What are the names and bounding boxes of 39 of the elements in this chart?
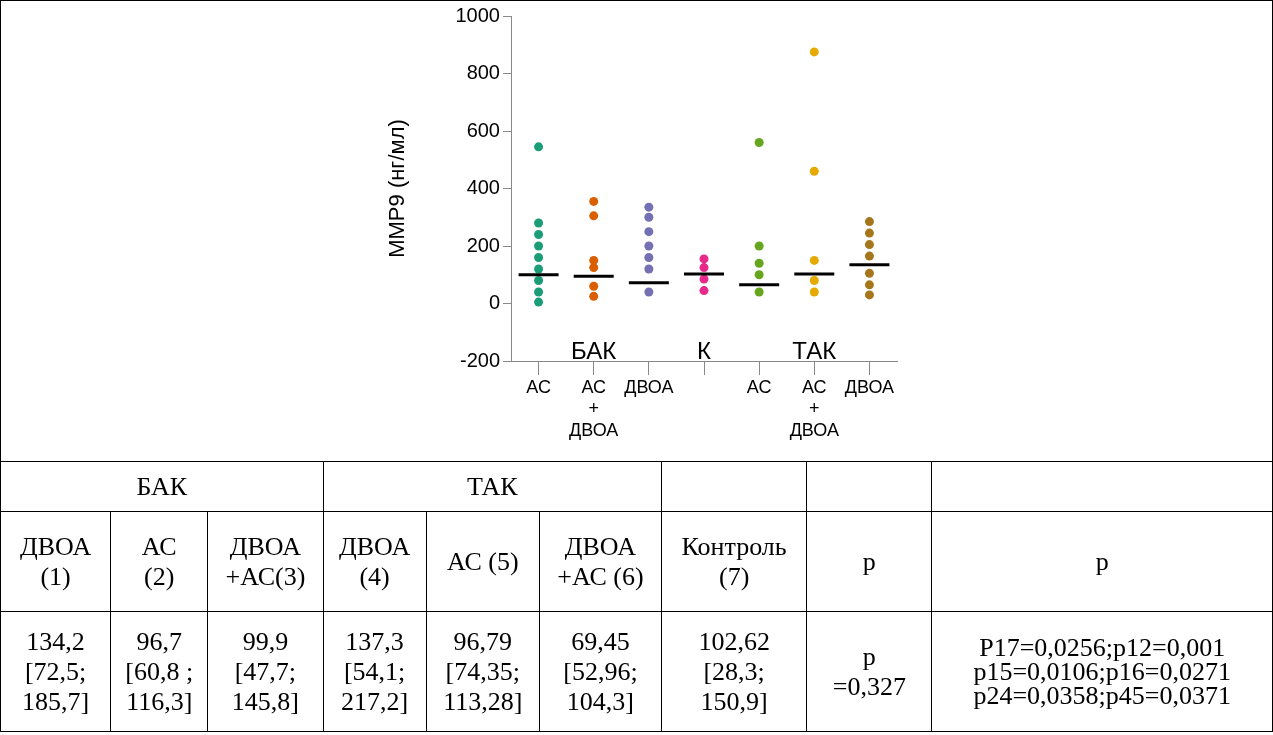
text: 134,2 [72,5; 185,7] [0, 611, 111, 732]
x-tick-label: АС + ДВОА [789, 376, 839, 440]
y-tick-label: 200 [466, 233, 500, 256]
x-tick-label: ДВОА [624, 376, 674, 397]
text: 96,7 [60,8 ; 116,3] [110, 611, 208, 732]
y-tick-label: 800 [466, 61, 500, 84]
text: БАК [0, 461, 323, 512]
text: P17=0,0256;p12=0,001 p15=0,0106;p16=0,0271 p24=0,0358;p45=0,0371 [931, 611, 1273, 732]
x-tick-label: АС + ДВОА [569, 376, 619, 440]
text: p [931, 511, 1273, 612]
text: ДВОА (4) [323, 511, 427, 612]
text: Контроль (7) [661, 511, 807, 612]
y-tick-label: 400 [466, 176, 500, 199]
text: 99,9 [47,7; 145,8] [207, 611, 323, 732]
point [534, 287, 544, 297]
y-axis-title: MMP9 (нг/мл) [384, 119, 410, 258]
annotation: ТАК [792, 337, 837, 364]
text: ТАК [323, 461, 662, 512]
text: АС (2) [110, 511, 208, 612]
text: ДВОА (1) [0, 511, 111, 612]
text: p =0,327 [806, 611, 932, 732]
text: p [806, 511, 932, 612]
annotation: К [697, 337, 712, 364]
x-tick-label: ДВОА [844, 376, 895, 397]
point [534, 297, 544, 307]
x-tick-label: АС [746, 376, 772, 397]
text: 69,45 [52,96; 104,3] [539, 611, 662, 732]
y-tick-label: 600 [466, 118, 500, 141]
x-tick-label: АС [526, 376, 551, 397]
text: 96,79 [74,35; 113,28] [426, 611, 540, 732]
text: АС (5) [426, 511, 540, 612]
annotation: БАК [571, 337, 617, 364]
y-tick-label: 1000 [455, 3, 500, 26]
text: ДВОА +АС (6) [539, 511, 662, 612]
y-tick-label: 0 [488, 291, 500, 314]
text: 102,62 [28,3; 150,9] [661, 611, 807, 732]
text: 137,3 [54,1; 217,2] [323, 611, 427, 732]
text: ДВОА +АС(3) [207, 511, 323, 612]
y-tick-label: -200 [459, 348, 500, 371]
